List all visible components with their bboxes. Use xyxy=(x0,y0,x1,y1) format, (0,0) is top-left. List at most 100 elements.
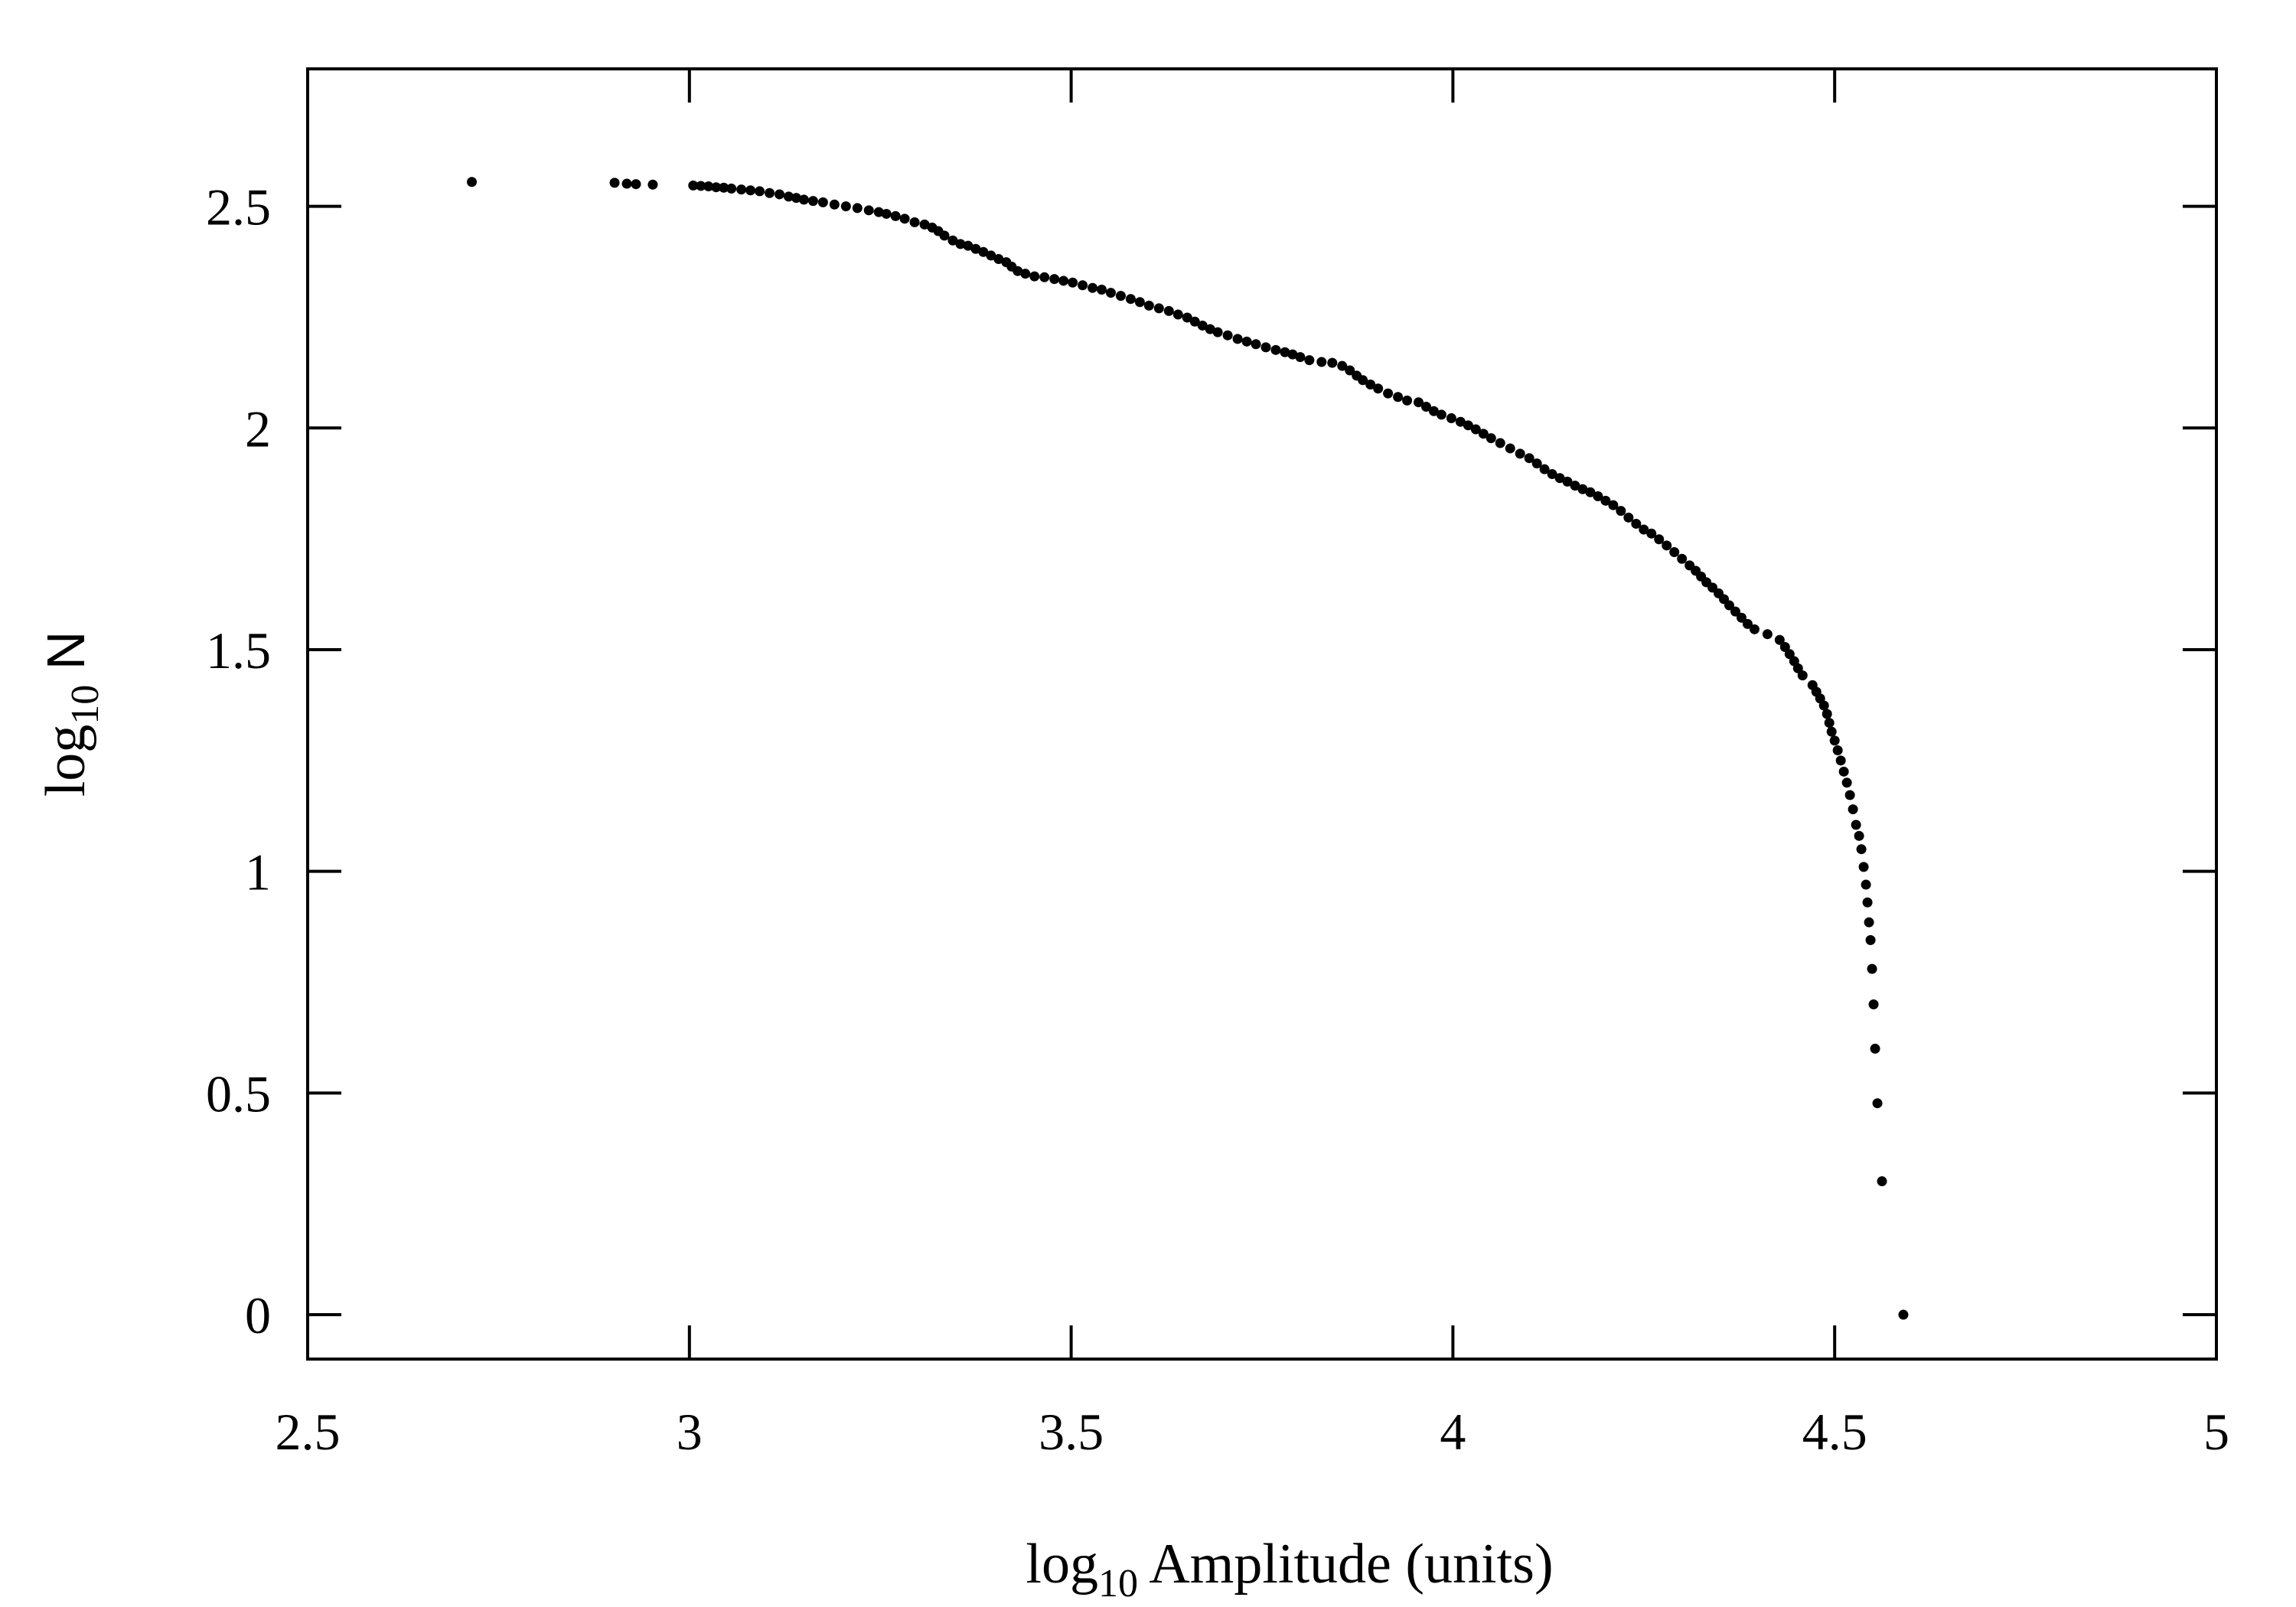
data-point xyxy=(1172,309,1183,320)
data-point xyxy=(1088,282,1098,293)
data-point xyxy=(1436,409,1446,420)
x-axis-title-subscript: 10 xyxy=(1098,1562,1138,1605)
data-point xyxy=(1826,726,1837,737)
data-point xyxy=(1585,487,1596,497)
data-point xyxy=(1078,280,1088,291)
data-point xyxy=(631,179,641,190)
data-point xyxy=(1505,443,1515,454)
data-point xyxy=(1163,305,1174,316)
data-point xyxy=(1446,413,1456,424)
data-point xyxy=(1870,1043,1880,1054)
data-point xyxy=(1013,266,1023,276)
y-axis-title: log10 N xyxy=(34,631,107,797)
data-point xyxy=(1068,277,1078,288)
data-point xyxy=(696,181,706,191)
data-point xyxy=(1232,334,1243,344)
data-point xyxy=(1125,294,1136,305)
data-points xyxy=(466,177,1909,1320)
data-point xyxy=(609,178,620,188)
y-tick-label: 1.5 xyxy=(206,621,271,680)
data-point xyxy=(1414,397,1424,408)
data-point xyxy=(1337,360,1348,371)
data-point xyxy=(993,254,1004,265)
data-point xyxy=(1428,406,1439,416)
data-point xyxy=(1105,288,1116,298)
x-tick-label: 4.5 xyxy=(1802,1403,1867,1461)
data-point xyxy=(1515,448,1525,459)
data-point xyxy=(909,217,920,227)
data-point xyxy=(1736,612,1746,623)
y-tick-label: 1 xyxy=(245,843,271,901)
data-point xyxy=(1570,481,1580,491)
data-point xyxy=(1868,999,1879,1009)
data-point xyxy=(863,205,874,216)
data-point xyxy=(1864,917,1874,927)
y-axis-title-subscript: 10 xyxy=(64,685,107,725)
data-point xyxy=(1762,629,1773,640)
data-point xyxy=(1608,500,1619,510)
data-point xyxy=(919,219,930,230)
y-axis-title-prefix: log xyxy=(34,725,97,797)
data-point xyxy=(947,235,958,246)
data-point xyxy=(829,199,840,210)
y-axis-ticks: 0 0.5 1 1.5 2 2.5 xyxy=(206,178,2216,1345)
data-point xyxy=(1774,634,1785,645)
data-point xyxy=(1402,395,1413,406)
data-point xyxy=(1143,300,1154,311)
data-point xyxy=(1251,339,1261,350)
data-point xyxy=(783,191,794,202)
data-point xyxy=(1358,375,1368,386)
data-point xyxy=(1848,804,1858,815)
data-point xyxy=(1593,491,1603,502)
data-point xyxy=(745,185,756,196)
data-point xyxy=(1058,275,1069,286)
data-point xyxy=(1287,349,1298,360)
data-point xyxy=(755,186,765,197)
data-point xyxy=(1212,327,1223,337)
data-point xyxy=(688,180,699,191)
data-point xyxy=(1222,330,1233,341)
data-point xyxy=(939,230,950,241)
data-point xyxy=(621,178,632,189)
data-point xyxy=(1049,274,1060,285)
data-point xyxy=(1383,388,1394,399)
data-point xyxy=(1616,506,1626,517)
data-point xyxy=(1562,476,1573,487)
y-axis-title-rest: N xyxy=(36,631,96,685)
data-point xyxy=(1898,1309,1909,1320)
data-point xyxy=(775,189,785,200)
data-point xyxy=(1554,473,1565,484)
data-point xyxy=(1345,365,1355,376)
data-point xyxy=(1646,528,1657,539)
data-point xyxy=(1134,297,1145,308)
data-point xyxy=(1724,600,1735,611)
data-point xyxy=(1295,352,1306,363)
x-tick-label: 3.5 xyxy=(1039,1403,1104,1461)
data-point xyxy=(1495,438,1505,448)
data-point xyxy=(1270,344,1281,355)
data-point xyxy=(1197,320,1208,331)
data-point xyxy=(1844,790,1855,800)
data-point xyxy=(1730,606,1741,617)
data-point xyxy=(719,182,729,193)
data-point xyxy=(1792,663,1803,673)
data-point xyxy=(1189,316,1200,327)
data-point xyxy=(970,243,981,254)
data-point xyxy=(807,196,818,207)
data-point xyxy=(1577,484,1588,494)
data-point xyxy=(1838,766,1849,777)
data-point xyxy=(1393,392,1404,403)
data-point xyxy=(1365,380,1376,390)
data-point xyxy=(899,214,910,224)
plot-frame xyxy=(306,67,2218,1361)
data-point xyxy=(1241,336,1252,347)
data-point xyxy=(1097,285,1107,295)
x-axis-title-rest: Amplitude (units) xyxy=(1138,1533,1554,1596)
data-point xyxy=(1854,830,1864,841)
data-point xyxy=(1865,934,1876,945)
data-point xyxy=(1420,401,1431,412)
data-point xyxy=(1669,547,1680,558)
data-point xyxy=(1832,745,1843,756)
data-point xyxy=(978,246,989,257)
